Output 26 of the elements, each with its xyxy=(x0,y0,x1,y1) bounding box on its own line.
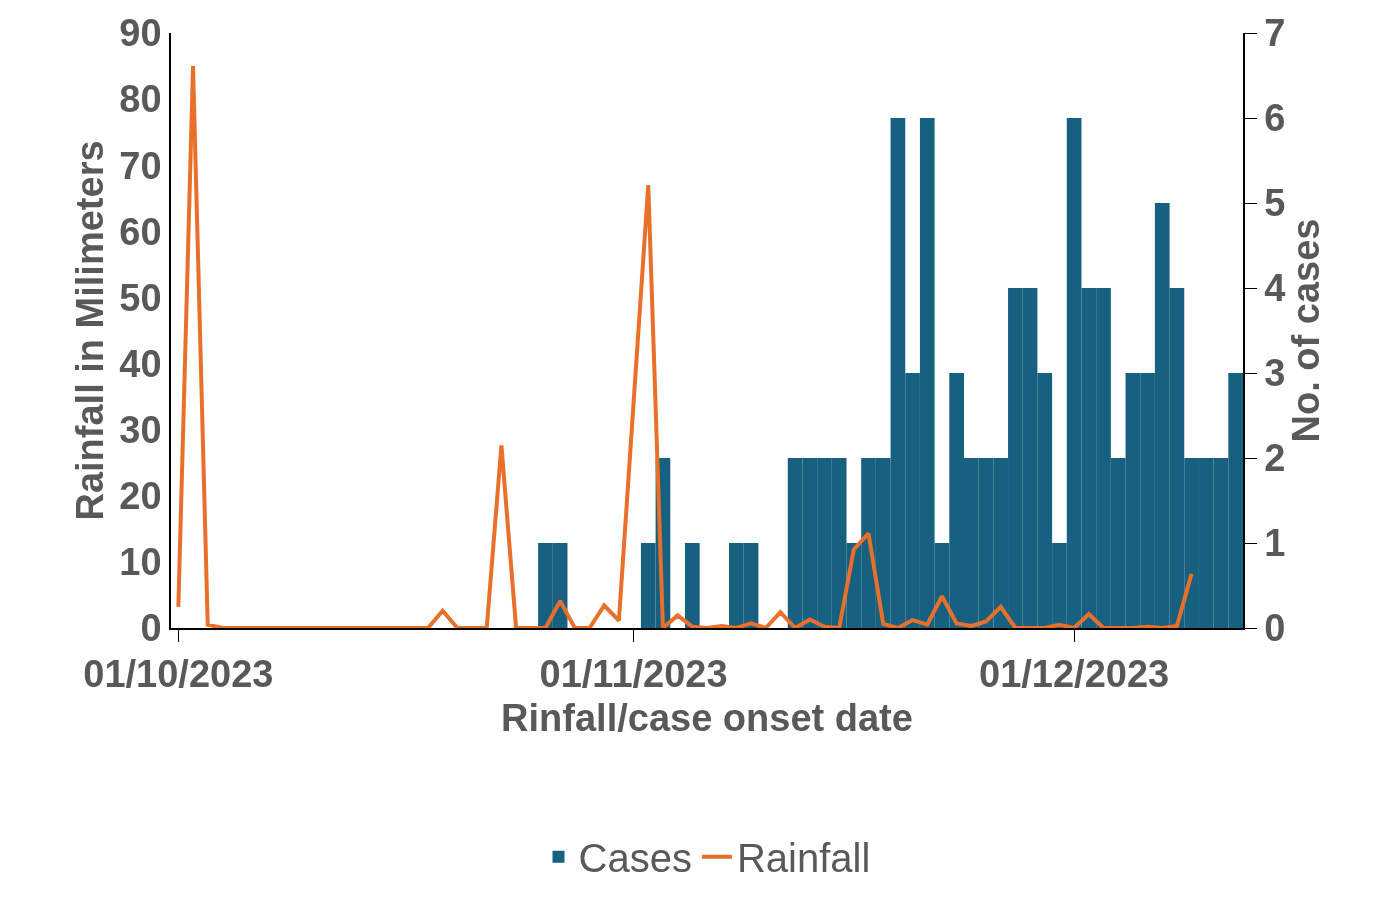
y2-tick-label: 6 xyxy=(1264,97,1286,140)
y2-tick-label: 7 xyxy=(1264,12,1286,55)
y-tick-label: 30 xyxy=(119,408,162,451)
y2-tick-label: 1 xyxy=(1264,522,1286,565)
y2-axis-title: No. of cases xyxy=(1285,218,1328,443)
y-tick-label: 0 xyxy=(140,607,162,650)
x-tick-label: 01/11/2023 xyxy=(539,653,728,696)
y2-tick-label: 0 xyxy=(1264,607,1286,650)
y-tick-label: 90 xyxy=(119,12,162,55)
x-axis-title: Rinfall/case onset date xyxy=(501,696,913,739)
y-tick-label: 80 xyxy=(119,78,162,121)
y-tick-label: 10 xyxy=(119,541,162,584)
y-tick-label: 70 xyxy=(119,144,162,187)
x-tick-label: 01/10/2023 xyxy=(83,653,274,696)
y-tick-label: 20 xyxy=(119,475,162,518)
y2-tick-label: 4 xyxy=(1264,267,1286,310)
y2-tick-label: 5 xyxy=(1264,182,1286,225)
y-tick-label: 50 xyxy=(119,276,162,319)
y-tick-label: 40 xyxy=(119,342,162,385)
y2-tick-label: 3 xyxy=(1264,352,1286,395)
y-tick-label: 60 xyxy=(119,210,162,253)
legend-label: Rainfall xyxy=(736,836,871,881)
y-axis-title: Rainfall in Milimeters xyxy=(69,140,112,521)
y2-tick-label: 2 xyxy=(1264,437,1286,480)
legend-label: Cases xyxy=(578,836,692,881)
x-tick-label: 01/12/2023 xyxy=(979,653,1170,696)
